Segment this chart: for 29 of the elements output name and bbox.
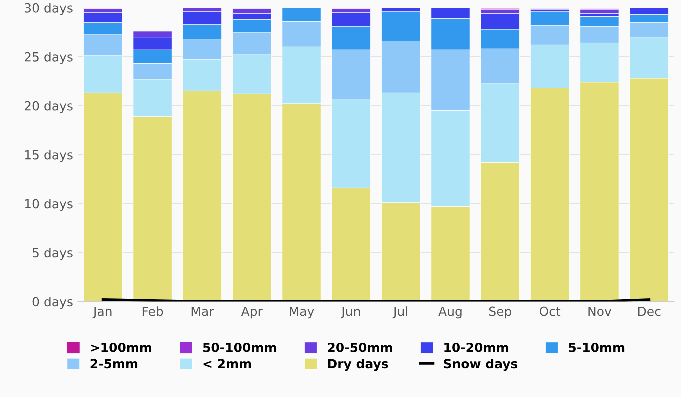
x-tick-label: Jan	[92, 306, 112, 319]
x-tick-label: Nov	[588, 306, 612, 316]
legend-label: 2-5mm	[90, 359, 138, 369]
legend-label: 5-10mm	[569, 342, 625, 352]
y-tick-label: 5 days	[32, 248, 73, 260]
x-tick-label: Sep	[489, 306, 512, 319]
y-tick-label: 30 days	[25, 3, 73, 16]
y-tick-label: 15 days	[25, 150, 73, 162]
x-tick-label: Dec	[638, 306, 661, 316]
y-tick-label: 25 days	[24, 52, 73, 64]
x-tick-label: Jul	[392, 306, 408, 319]
x-tick-label: May	[290, 306, 314, 319]
legend-label: 50-100mm	[203, 342, 276, 352]
legend-label: >100mm	[91, 342, 152, 352]
x-tick-label: Feb	[142, 306, 164, 316]
x-tick-label: Mar	[192, 306, 214, 316]
x-tick-label: Oct	[540, 306, 561, 316]
legend-label: Snow days	[444, 358, 518, 372]
x-tick-label: Apr	[241, 306, 263, 319]
legend-label: 10-20mm	[444, 342, 508, 352]
x-tick-label: Jun	[341, 306, 360, 319]
y-tick-label: 0 days	[32, 296, 73, 310]
legend-label: < 2mm	[204, 359, 252, 368]
bar	[580, 10, 620, 14]
x-tick-label: Aug	[438, 306, 462, 319]
y-tick-label: 20 days	[24, 101, 73, 114]
y-tick-label: 10 days	[25, 199, 73, 212]
legend-label: 20-50mm	[328, 342, 392, 352]
legend-label: Dry days	[328, 358, 388, 372]
